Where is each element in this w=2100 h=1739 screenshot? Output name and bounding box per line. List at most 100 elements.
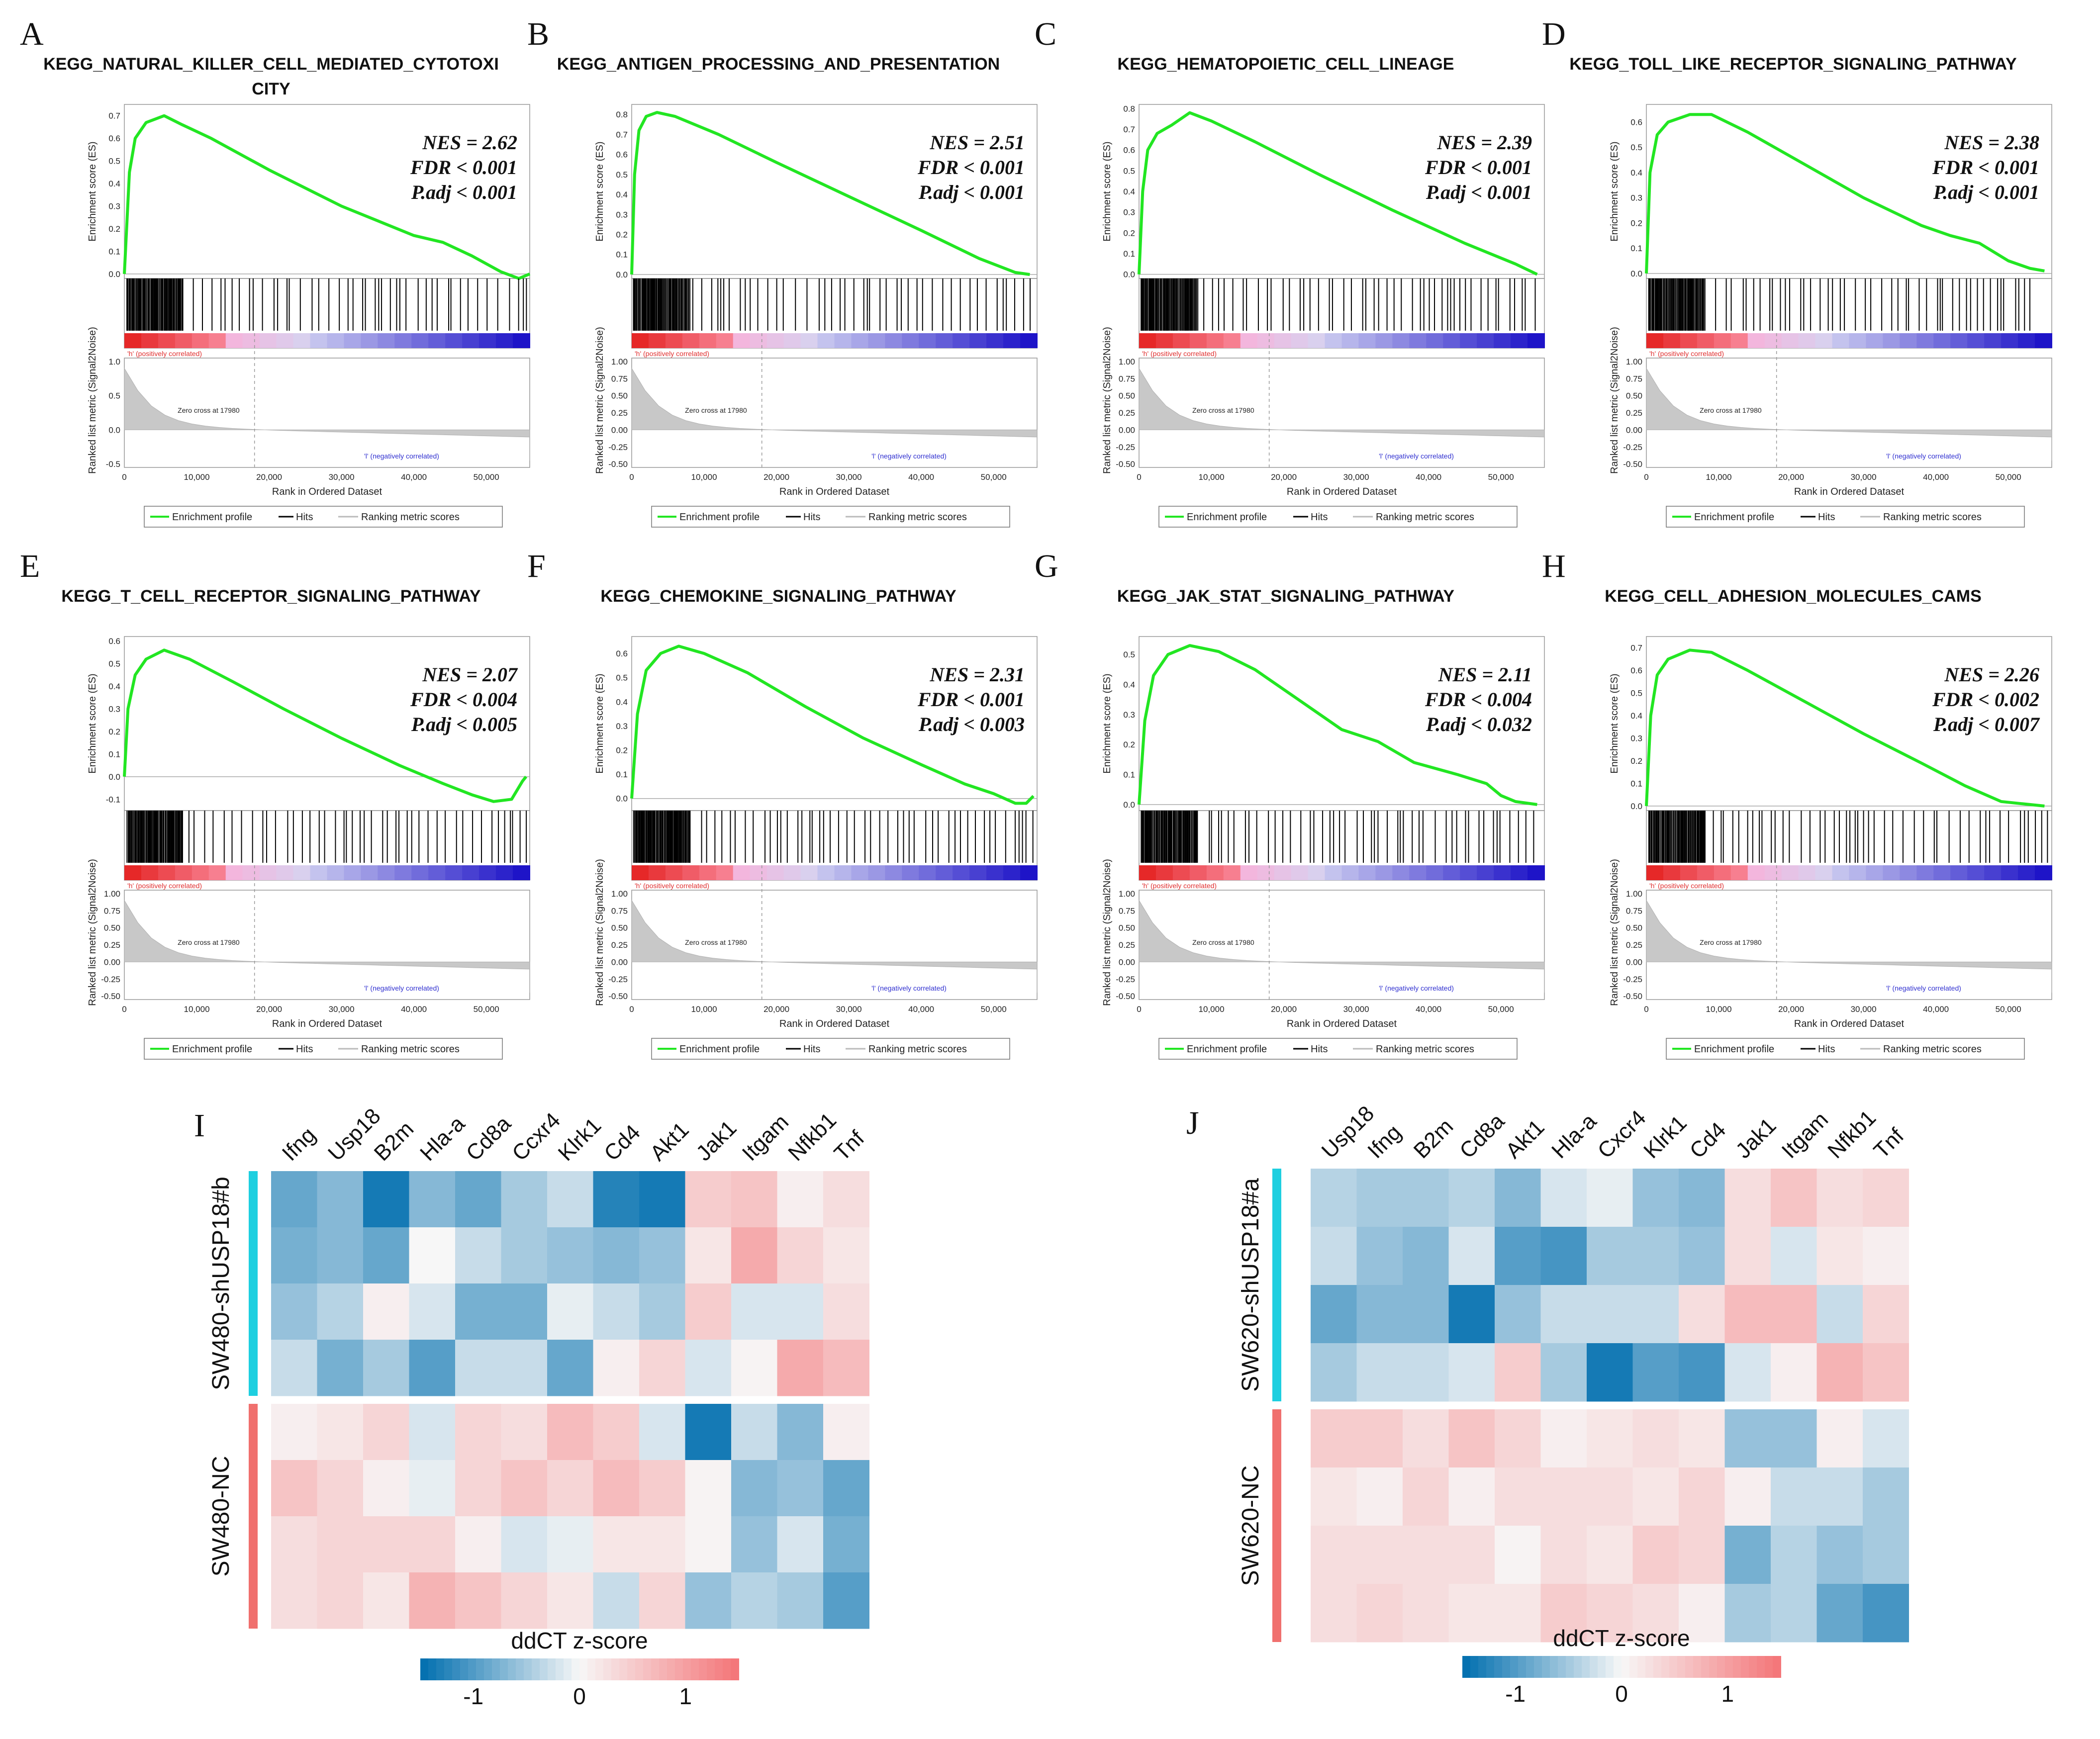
heatmap-cell [731, 1404, 777, 1461]
legend-profile-label: Enrichment profile [172, 1044, 252, 1055]
positive-correlation-label: 'h' (positively correlated) [127, 882, 202, 890]
heatmap-cell [1816, 1584, 1863, 1643]
rank-color-cell [191, 865, 209, 880]
legend-profile-label: Enrichment profile [679, 512, 760, 523]
metric-tick-label: 0.50 [1626, 391, 1642, 401]
heatmap-cell [685, 1516, 732, 1573]
es-axis-label: Enrichment score (ES) [1102, 141, 1113, 241]
heatmap-cell [1356, 1409, 1403, 1468]
hit-marks [633, 811, 1034, 863]
gsea-panel-e: E KEGG_T_CELL_RECEPTOR_SIGNALING_PATHWAY -… [20, 548, 530, 1060]
rank-color-cell [411, 333, 429, 348]
x-tick-label: 50,000 [1488, 1005, 1514, 1014]
rank-color-cell [1240, 333, 1258, 348]
stat-text: FDR < 0.004 [1425, 688, 1532, 711]
legend: Enrichment profile Hits Ranking metric sco… [1158, 506, 1518, 528]
heatmap-cell [1495, 1343, 1541, 1402]
rank-color-cell [1832, 333, 1850, 348]
rank-color-cell [310, 333, 328, 348]
rank-color-cell [1815, 333, 1833, 348]
heatmap-cell [1679, 1227, 1725, 1285]
x-tick-label: 20,000 [1271, 1005, 1297, 1014]
heatmap-cell [271, 1171, 317, 1228]
colorbar-cell [715, 1658, 723, 1680]
heatmap-cell [317, 1171, 364, 1228]
heatmap-cell [777, 1171, 824, 1228]
x-tick-label: 20,000 [256, 472, 282, 482]
rank-color-cell [242, 865, 260, 880]
x-tick-label: 40,000 [908, 472, 934, 482]
heatmap-cell [731, 1283, 777, 1340]
rank-color-cell [1815, 865, 1833, 880]
rank-color-cell [1866, 333, 1884, 348]
colorbar-cell [1598, 1656, 1606, 1678]
panel-label: F [527, 548, 546, 584]
heatmap-cell [593, 1283, 640, 1340]
ranked-metric-area [1139, 899, 1545, 993]
rank-color-cell [1680, 333, 1698, 348]
colorbar-cell [444, 1658, 453, 1680]
colorbar-cell [1590, 1656, 1598, 1678]
rank-color-cell [1494, 333, 1512, 348]
rank-color-cell [868, 333, 886, 348]
gsea-panel-b: B KEGG_ANTIGEN_PROCESSING_AND_PRESENTATIO… [527, 16, 1038, 528]
x-tick-label: 30,000 [329, 1005, 355, 1014]
x-tick-label: 0 [1137, 1005, 1141, 1014]
rank-color-cell [411, 865, 429, 880]
rank-color-cell [1747, 333, 1765, 348]
rank-color-cell [310, 865, 328, 880]
heatmap-cell [1403, 1227, 1449, 1285]
heatmap-cell [1448, 1227, 1495, 1285]
colorbar-cell [1645, 1656, 1654, 1678]
colorbar-cell [564, 1658, 572, 1680]
rank-color-cell [834, 865, 852, 880]
heatmap-cell [685, 1404, 732, 1461]
colorbar-cell [1622, 1656, 1630, 1678]
legend-profile-label: Enrichment profile [679, 1044, 760, 1055]
panel-label: A [20, 16, 44, 52]
column-label: Nfkb1 [1823, 1105, 1881, 1163]
rank-color-cell [716, 865, 734, 880]
column-label: Klrk1 [554, 1113, 606, 1166]
rank-color-cell [462, 865, 480, 880]
x-axis-label: Rank in Ordered Dataset [779, 486, 890, 497]
rank-color-cell [665, 333, 683, 348]
colorbar-cell [707, 1658, 715, 1680]
es-tick-label: 0.1 [1630, 779, 1642, 788]
zero-cross-label: Zero cross at 17980 [178, 938, 240, 946]
heatmap-cell [1724, 1467, 1771, 1526]
colorbar-cell [643, 1658, 652, 1680]
heatmap-cell [1448, 1169, 1495, 1227]
stat-text: P.adj < 0.003 [918, 713, 1025, 735]
metric-tick-label: 0.25 [1119, 940, 1135, 950]
rank-color-cell [1358, 333, 1376, 348]
es-tick-label: 0.5 [1123, 166, 1135, 176]
heatmap-cell [1771, 1409, 1817, 1468]
heatmap-cell [1403, 1169, 1449, 1227]
es-tick-label: 0.2 [1630, 756, 1642, 766]
es-tick-label: 0.0 [108, 270, 120, 279]
rank-color-cell [276, 865, 294, 880]
heatmap-cell [1771, 1584, 1817, 1643]
heatmap-cell [1403, 1285, 1449, 1344]
legend-hits-label: Hits [803, 1044, 820, 1055]
colorbar-title: ddCT z-score [1553, 1625, 1690, 1651]
heatmap-cell [1632, 1409, 1679, 1468]
heatmap-cell [639, 1572, 685, 1629]
panel-title: CITY [252, 80, 290, 98]
stat-text: FDR < 0.001 [917, 688, 1025, 711]
heatmap-cell [823, 1572, 869, 1629]
legend-hits-label: Hits [1818, 512, 1835, 523]
heatmap-cell [1679, 1584, 1725, 1643]
column-label: Tnf [1869, 1123, 1909, 1163]
es-tick-label: 0.5 [1630, 143, 1642, 152]
zero-cross-label: Zero cross at 17980 [685, 938, 747, 946]
es-tick-label: 0.4 [1630, 711, 1642, 721]
heatmap-cell [501, 1340, 548, 1396]
heatmap-cell [1540, 1169, 1587, 1227]
heatmap-cell [1863, 1467, 1909, 1526]
rank-color-cell [1764, 865, 1782, 880]
heatmap-cell [1863, 1526, 1909, 1584]
heatmap-cell [363, 1340, 409, 1396]
heatmap-cell [317, 1460, 364, 1517]
